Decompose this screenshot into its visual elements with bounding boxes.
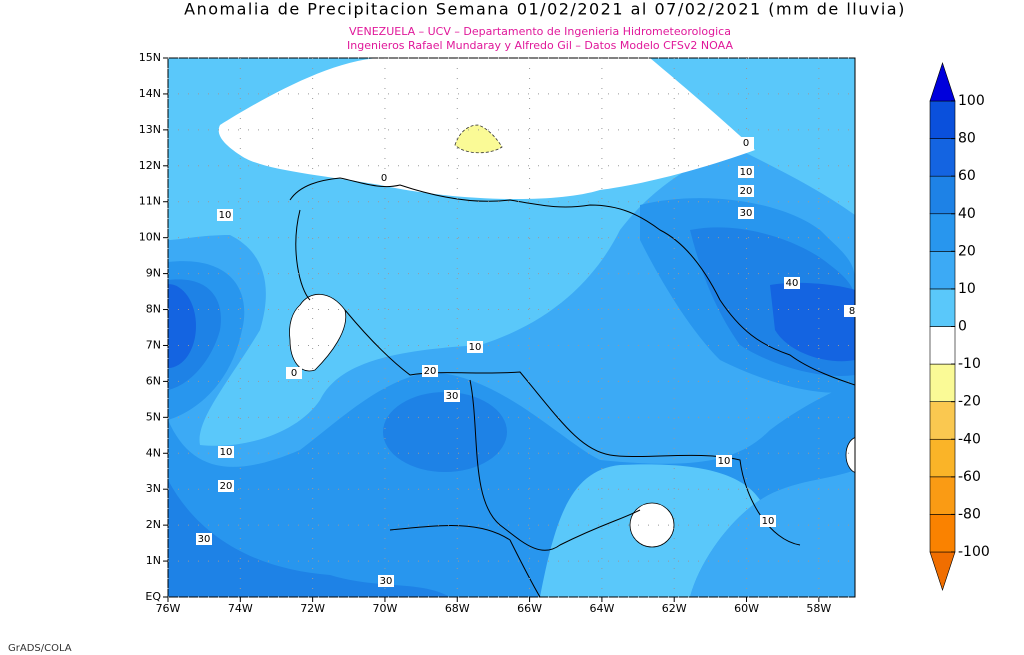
lat-label: 6N xyxy=(146,374,161,387)
colorbar-label: 40 xyxy=(958,206,976,222)
contour-label: 0 xyxy=(291,368,297,379)
colorbar-segment xyxy=(929,438,956,478)
contour-label: 20 xyxy=(424,366,437,377)
subtitle: Ingenieros Rafael Mundaray y Alfredo Gil… xyxy=(347,39,733,52)
contour-label-bg xyxy=(738,185,754,197)
lon-label: 68W xyxy=(445,602,470,615)
contour-label-bg xyxy=(218,446,234,458)
lat-label: 7N xyxy=(146,338,161,351)
map-frame xyxy=(167,57,856,598)
lat-label: 12N xyxy=(139,159,161,172)
colorbar-label: 60 xyxy=(958,168,976,184)
contour-label: 30 xyxy=(380,576,393,587)
contour-label-bg xyxy=(422,365,438,377)
colorbar-label: -60 xyxy=(958,469,981,485)
contour-label: 30 xyxy=(198,534,211,545)
colorbar-lower-triangle xyxy=(929,551,956,591)
contour-label-bg xyxy=(444,390,460,402)
colorbar-label: 20 xyxy=(958,243,976,259)
lon-label: 58W xyxy=(806,602,831,615)
contour-label: 10 xyxy=(469,342,482,353)
contour-label-bg xyxy=(218,480,234,492)
lat-label: 2N xyxy=(146,518,161,531)
lat-label: 3N xyxy=(146,482,161,495)
lon-label: 74W xyxy=(228,602,253,615)
lat-label: 4N xyxy=(146,446,161,459)
colorbar-segment xyxy=(929,138,956,177)
colorbar-label: 10 xyxy=(958,281,976,297)
lat-label: 10N xyxy=(139,231,161,244)
colorbar-segment xyxy=(929,100,956,139)
colorbar-label: -20 xyxy=(958,394,981,410)
colorbar-label: -80 xyxy=(958,506,981,522)
contour-label-bg xyxy=(286,367,302,379)
lon-label: 72W xyxy=(300,602,325,615)
contour-label-bg xyxy=(738,166,754,178)
contour-label: 20 xyxy=(740,186,753,197)
colorbar-label: -10 xyxy=(958,356,981,372)
colorbar-segment xyxy=(929,288,956,327)
colorbar-label: -100 xyxy=(958,544,990,560)
lon-label: 76W xyxy=(156,602,181,615)
lon-label: 62W xyxy=(662,602,687,615)
contour-label: 20 xyxy=(220,481,233,492)
footer: GrADS/COLA xyxy=(8,643,72,654)
colorbar-segment xyxy=(929,514,956,553)
lon-label: 60W xyxy=(734,602,759,615)
contour-label: 30 xyxy=(446,391,459,402)
contour-label: 8 xyxy=(849,306,855,317)
lat-label: 9N xyxy=(146,267,161,280)
lat-label: 5N xyxy=(146,410,161,423)
lat-label: 15N xyxy=(139,51,161,64)
lon-label: 70W xyxy=(373,602,398,615)
colorbar-label: 0 xyxy=(958,319,967,335)
lat-label: 1N xyxy=(146,554,161,567)
lon-label: 66W xyxy=(517,602,542,615)
contour-label: 10 xyxy=(220,447,233,458)
contour-label: 10 xyxy=(740,167,753,178)
contour-label-bg xyxy=(784,277,800,289)
lat-label: EQ xyxy=(145,590,161,603)
lon-label: 64W xyxy=(589,602,614,615)
lat-label: 8N xyxy=(146,303,161,316)
lat-label: 13N xyxy=(139,123,161,136)
title: Anomalia de Precipitacion Semana 01/02/2… xyxy=(184,0,906,19)
colorbar-segment xyxy=(929,401,956,440)
contour-label-bg xyxy=(376,172,392,184)
colorbar-segment xyxy=(929,476,956,515)
contour-label-bg xyxy=(738,207,754,219)
colorbar-segment xyxy=(929,175,956,215)
contour-label-bg xyxy=(217,209,233,221)
colorbar-segment xyxy=(929,213,956,252)
subtitle: VENEZUELA – UCV – Departamento de Ingeni… xyxy=(349,25,731,38)
contour-label: 0 xyxy=(381,173,387,184)
contour-label-bg xyxy=(716,455,732,467)
contour-label-bg xyxy=(844,305,860,317)
lat-label: 11N xyxy=(139,195,161,208)
colorbar-upper-triangle xyxy=(929,62,956,102)
contour-label: 10 xyxy=(219,210,232,221)
colorbar-segment xyxy=(929,363,956,402)
contour-label: 0 xyxy=(743,138,749,149)
contour-label: 10 xyxy=(718,456,731,467)
contour-label-bg xyxy=(467,341,483,353)
contour-label: 10 xyxy=(762,516,775,527)
colorbar-label: -40 xyxy=(958,431,981,447)
colorbar-segment xyxy=(929,251,956,290)
lat-label: 14N xyxy=(139,87,161,100)
contour-label: 30 xyxy=(740,208,753,219)
colorbar-label: 80 xyxy=(958,131,976,147)
colorbar-segment xyxy=(929,326,956,365)
contour-label-bg xyxy=(378,575,394,587)
contour-label-bg xyxy=(738,137,754,149)
contour-label: 40 xyxy=(786,278,799,289)
colorbar-label: 100 xyxy=(958,93,985,109)
contour-label-bg xyxy=(196,533,212,545)
contour-label-bg xyxy=(760,515,776,527)
